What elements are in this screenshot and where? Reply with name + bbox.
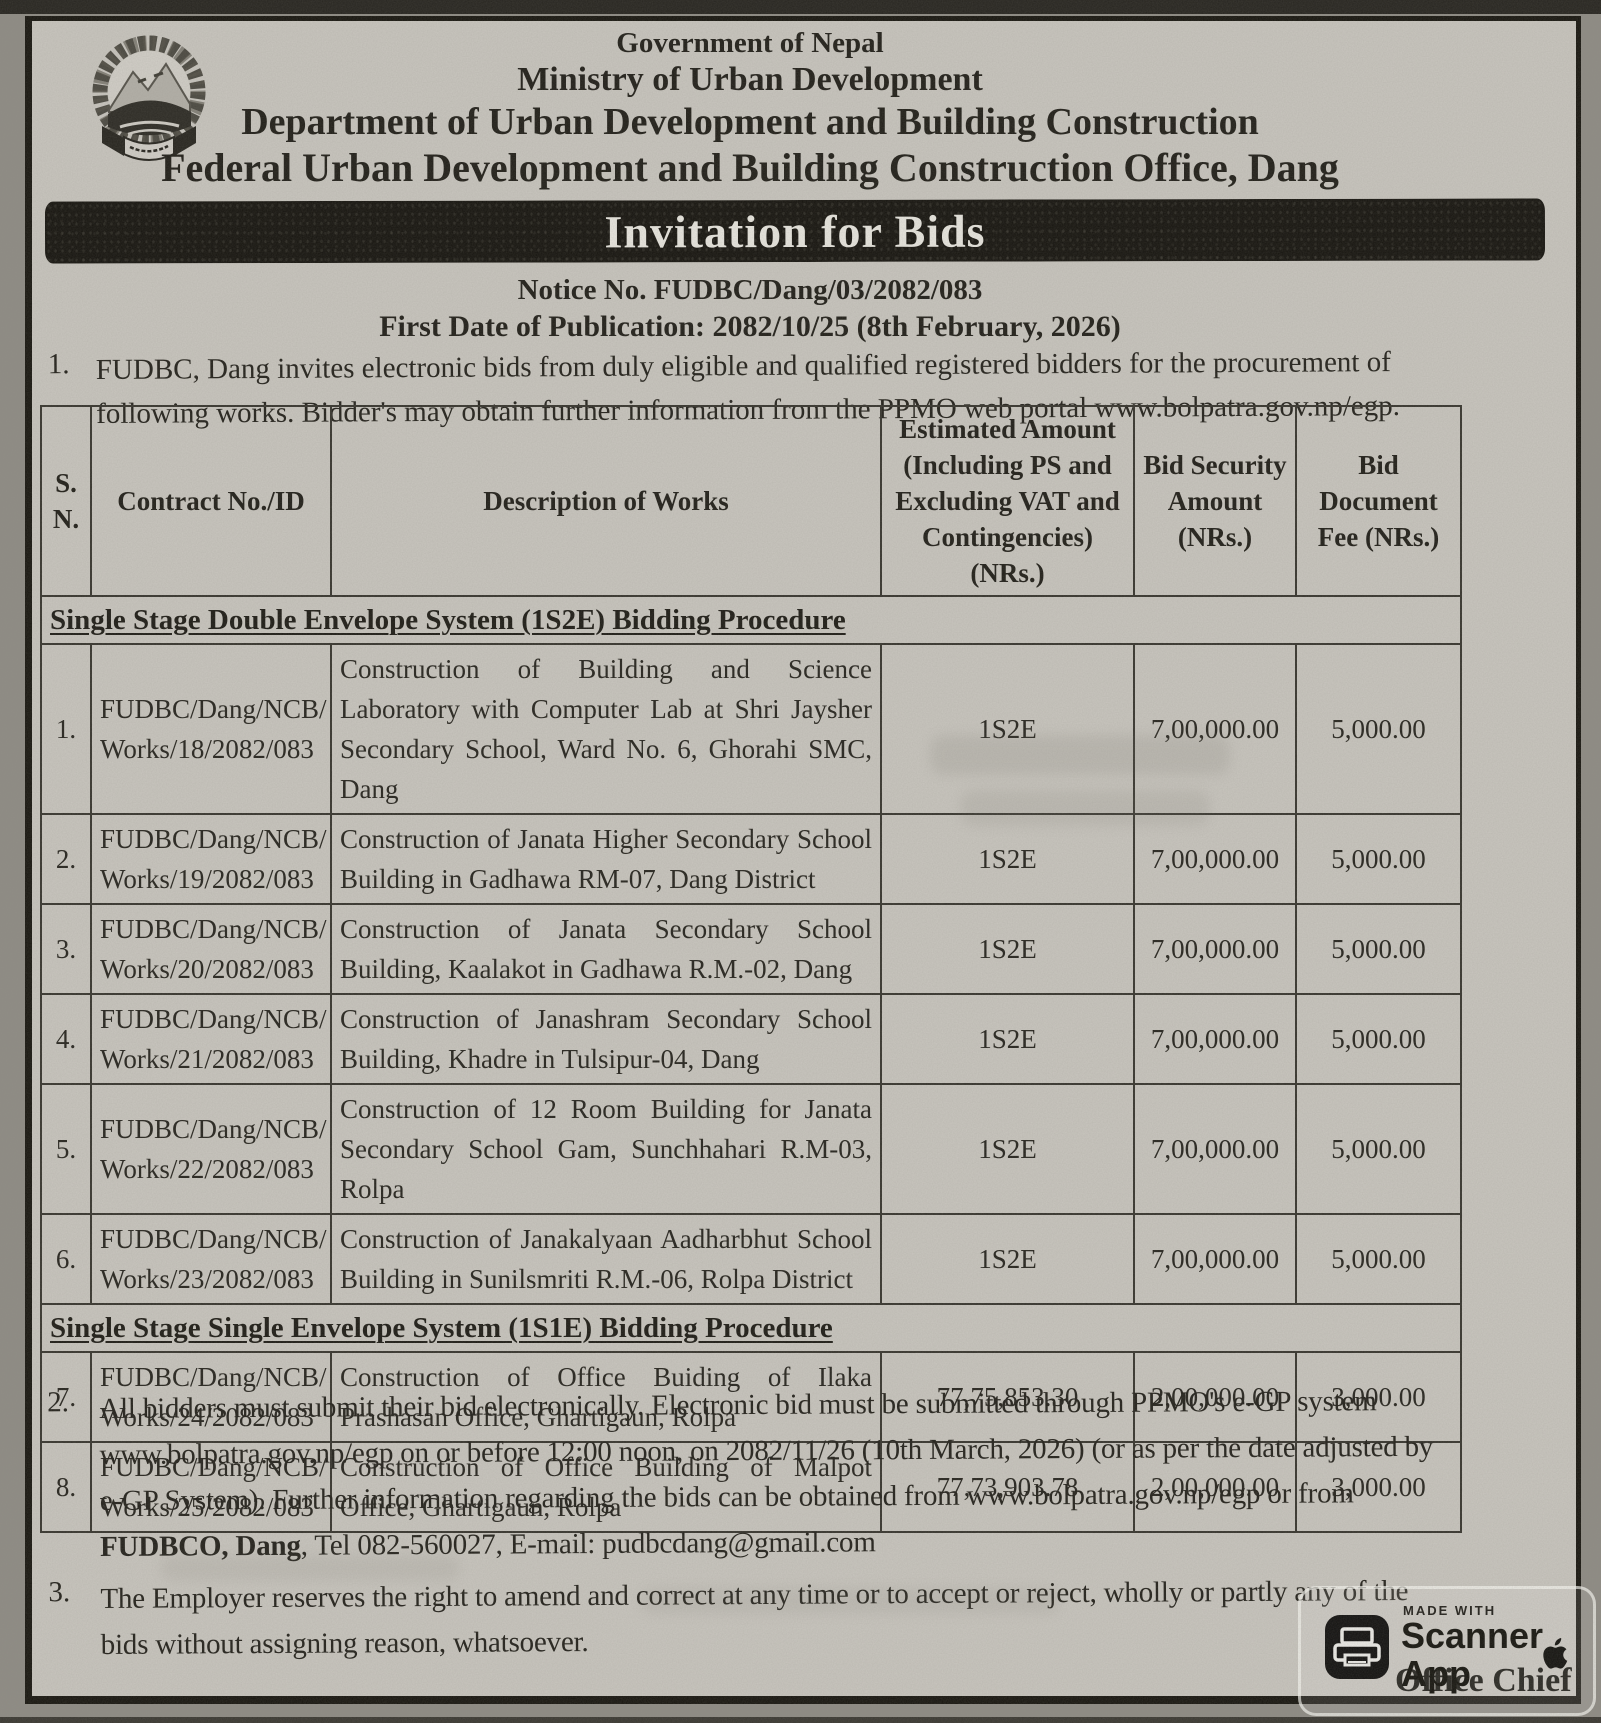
page-title: Invitation for Bids xyxy=(604,205,986,257)
col-header-security: Bid Security Amount (NRs.) xyxy=(1133,405,1297,597)
cell-security: 7,00,000.00 xyxy=(1133,813,1297,905)
cell-fee: 5,000.00 xyxy=(1295,903,1462,995)
cell-estimate: 1S2E xyxy=(880,643,1135,815)
cell-estimate: 1S2E xyxy=(880,1213,1135,1305)
cell-estimate: 1S2E xyxy=(880,1083,1135,1215)
section-1s1e-title: Single Stage Single Envelope System (1S1… xyxy=(40,1303,1462,1353)
table-row: 6. FUDBC/Dang/NCB/ Works/23/2082/083 Con… xyxy=(40,1213,1462,1305)
newspaper-edge-bottom xyxy=(0,1717,1601,1723)
section-1s2e-title: Single Stage Double Envelope System (1S2… xyxy=(40,595,1462,645)
cell-fee: 5,000.00 xyxy=(1295,643,1462,815)
col-header-estimate: Estimated Amount (Including PS and Exclu… xyxy=(880,405,1135,597)
cell-description: Construction of Janakalyaan Aadharbhut S… xyxy=(330,1213,882,1305)
note-2-text-pre: All bidders must submit their bid electr… xyxy=(99,1385,1434,1517)
table-row: 4. FUDBC/Dang/NCB/ Works/21/2082/083 Con… xyxy=(40,993,1462,1085)
cell-fee: 5,000.00 xyxy=(1295,813,1462,905)
cell-security: 7,00,000.00 xyxy=(1133,1083,1297,1215)
cell-fee: 5,000.00 xyxy=(1295,993,1462,1085)
note-2-text-post: , Tel 082-560027, E-mail: pudbcdang@gmai… xyxy=(300,1526,876,1562)
cell-sn: 6. xyxy=(40,1213,92,1305)
note-3-text: The Employer reserves the right to amend… xyxy=(100,1575,1409,1661)
cell-security: 7,00,000.00 xyxy=(1133,1213,1297,1305)
scanner-app-name-line2: App xyxy=(1401,1653,1471,1694)
col-header-fee: Bid Document Fee (NRs.) xyxy=(1295,405,1462,597)
cell-estimate: 1S2E xyxy=(880,993,1135,1085)
note-2: 2. All bidders must submit their bid ele… xyxy=(47,1378,1460,1571)
footer-notes: 2. All bidders must submit their bid ele… xyxy=(47,1378,1461,1675)
org-line-government: Government of Nepal xyxy=(616,27,884,59)
table-header-row: S. N. Contract No./ID Description of Wor… xyxy=(40,405,1462,597)
bids-table: S. N. Contract No./ID Description of Wor… xyxy=(40,405,1462,1533)
cell-contract: FUDBC/Dang/NCB/ Works/22/2082/083 xyxy=(90,1083,332,1215)
table-row: 3. FUDBC/Dang/NCB/ Works/20/2082/083 Con… xyxy=(40,903,1462,995)
notice-number: Notice No. FUDBC/Dang/03/2082/083 xyxy=(517,274,983,306)
cell-sn: 3. xyxy=(40,903,92,995)
cell-security: 7,00,000.00 xyxy=(1133,643,1297,815)
cell-description: Construction of Building and Science Lab… xyxy=(330,643,882,815)
col-header-contract: Contract No./ID xyxy=(90,405,332,597)
cell-security: 7,00,000.00 xyxy=(1133,903,1297,995)
note-3: 3. The Employer reserves the right to am… xyxy=(48,1568,1461,1669)
cell-estimate: 1S2E xyxy=(880,903,1135,995)
cell-description: Construction of 12 Room Building for Jan… xyxy=(330,1083,882,1215)
scanner-app-icon xyxy=(1325,1615,1389,1679)
cell-description: Construction of Janata Higher Secondary … xyxy=(330,813,882,905)
table-row: 1. FUDBC/Dang/NCB/ Works/18/2082/083 Con… xyxy=(40,643,1462,815)
section-1s1e-row: Single Stage Single Envelope System (1S1… xyxy=(40,1303,1462,1353)
cell-contract: FUDBC/Dang/NCB/ Works/19/2082/083 xyxy=(90,813,332,905)
apple-logo-icon xyxy=(1543,1637,1568,1669)
publication-date: First Date of Publication: 2082/10/25 (8… xyxy=(379,310,1121,343)
cell-description: Construction of Janashram Secondary Scho… xyxy=(330,993,882,1085)
cell-contract: FUDBC/Dang/NCB/ Works/18/2082/083 xyxy=(90,643,332,815)
note-2-number: 2. xyxy=(47,1386,70,1419)
table-row: 5. FUDBC/Dang/NCB/ Works/22/2082/083 Con… xyxy=(40,1083,1462,1215)
cell-security: 7,00,000.00 xyxy=(1133,993,1297,1085)
col-header-sn: S. N. xyxy=(40,405,92,597)
col-header-description: Description of Works xyxy=(330,405,882,597)
invitation-banner: Invitation for Bids xyxy=(44,198,1546,264)
note-3-number: 3. xyxy=(48,1576,71,1609)
note-2-text: All bidders must submit their bid electr… xyxy=(99,1378,1460,1570)
cell-sn: 2. xyxy=(40,813,92,905)
org-header: Government of Nepal Ministry of Urban De… xyxy=(40,26,1460,192)
org-line-office: Federal Urban Development and Building C… xyxy=(161,145,1339,190)
cell-contract: FUDBC/Dang/NCB/ Works/23/2082/083 xyxy=(90,1213,332,1305)
org-line-ministry: Ministry of Urban Development xyxy=(517,61,983,98)
cell-description: Construction of Janata Secondary School … xyxy=(330,903,882,995)
scanner-app-watermark: MADE WITH Scanner App xyxy=(1298,1586,1596,1716)
newspaper-edge-top xyxy=(0,0,1601,14)
cell-fee: 5,000.00 xyxy=(1295,1213,1462,1305)
note-2-text-bold: FUDBCO, Dang xyxy=(100,1529,301,1563)
cell-fee: 5,000.00 xyxy=(1295,1083,1462,1215)
cell-contract: FUDBC/Dang/NCB/ Works/20/2082/083 xyxy=(90,903,332,995)
cell-sn: 1. xyxy=(40,643,92,815)
section-1s2e-row: Single Stage Double Envelope System (1S2… xyxy=(40,595,1462,645)
cell-sn: 4. xyxy=(40,993,92,1085)
scanner-app-name-line1: Scanner xyxy=(1401,1615,1544,1656)
cell-sn: 5. xyxy=(40,1083,92,1215)
cell-contract: FUDBC/Dang/NCB/ Works/21/2082/083 xyxy=(90,993,332,1085)
table-row: 2. FUDBC/Dang/NCB/ Works/19/2082/083 Con… xyxy=(40,813,1462,905)
cell-estimate: 1S2E xyxy=(880,813,1135,905)
org-line-department: Department of Urban Development and Buil… xyxy=(241,101,1259,143)
